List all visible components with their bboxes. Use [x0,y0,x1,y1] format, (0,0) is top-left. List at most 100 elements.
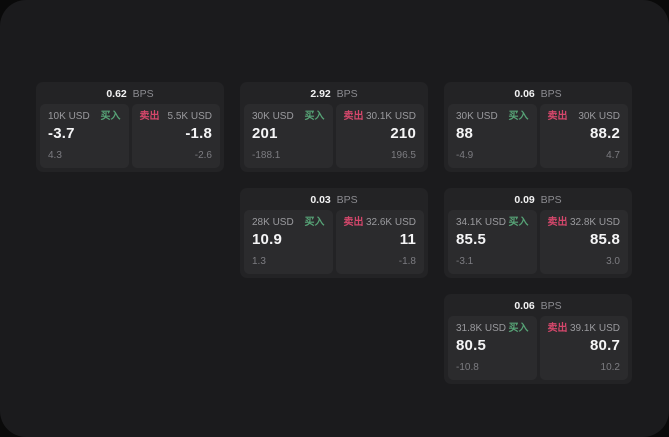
sell-sub-value: 4.7 [606,150,620,161]
sell-price: 210 [390,125,416,142]
buy-quote-panel[interactable]: 31.8K USD 买入 80.5 -10.8 [448,316,537,380]
bps-value: 0.06 [514,88,535,100]
sell-price: 11 [399,231,416,248]
sell-price: 88.2 [590,125,620,142]
buy-amount: 34.1K USD [456,217,507,228]
buy-sub-value: 4.3 [48,150,62,161]
buy-label: 买入 [508,217,529,228]
quote-card: 0.03 BPS 28K USD 买入 10.9 1.3 卖出 32.6K US… [240,188,428,278]
bps-header: 0.09 BPS [448,191,628,210]
bps-value: 0.62 [106,88,127,100]
buy-panel-header: 30K USD 买入 [456,111,529,123]
quote-panels: 10K USD 买入 -3.7 4.3 卖出 5.5K USD -1.8 -2.… [40,104,220,168]
buy-quote-panel[interactable]: 30K USD 买入 88 -4.9 [448,104,537,168]
buy-price: 80.5 [456,337,486,354]
buy-sub-value: -10.8 [456,362,479,373]
buy-panel-header: 10K USD 买入 [48,111,121,123]
quote-card-grid: 0.62 BPS 10K USD 买入 -3.7 4.3 卖出 5.5K USD… [36,82,632,384]
buy-price: 88 [456,125,474,142]
bps-unit-label: BPS [540,88,562,100]
sell-sub-value: 196.5 [390,150,416,161]
bps-unit-label: BPS [540,300,562,312]
bps-header: 0.06 BPS [448,297,628,316]
buy-label: 买入 [508,323,529,334]
bps-header: 2.92 BPS [244,85,424,104]
buy-amount: 30K USD [252,111,294,122]
quote-panels: 30K USD 买入 88 -4.9 卖出 30K USD 88.2 4.7 [448,104,628,168]
buy-amount: 31.8K USD [456,323,507,334]
quote-panels: 28K USD 买入 10.9 1.3 卖出 32.6K USD 11 -1.8 [244,210,424,274]
bps-header: 0.06 BPS [448,85,628,104]
quote-card: 0.09 BPS 34.1K USD 买入 85.5 -3.1 卖出 32.8K… [444,188,632,278]
sell-sub-value: -2.6 [194,150,212,161]
sell-amount: 32.8K USD [569,217,620,228]
buy-quote-panel[interactable]: 34.1K USD 买入 85.5 -3.1 [448,210,537,274]
sell-panel-header: 卖出 30K USD [548,111,621,123]
buy-price: -3.7 [48,125,75,142]
bps-value: 2.92 [310,88,331,100]
sell-panel-header: 卖出 5.5K USD [140,111,213,123]
buy-sub-value: 1.3 [252,256,266,267]
buy-label: 买入 [508,111,529,122]
bps-unit-label: BPS [132,88,154,100]
buy-panel-header: 28K USD 买入 [252,217,325,229]
buy-sub-value: -3.1 [456,256,474,267]
sell-price: -1.8 [185,125,212,142]
sell-quote-panel[interactable]: 卖出 39.1K USD 80.7 10.2 [539,316,628,380]
bps-unit-label: BPS [336,88,358,100]
buy-label: 买入 [100,111,121,122]
sell-quote-panel[interactable]: 卖出 32.8K USD 85.8 3.0 [539,210,628,274]
quote-panels: 30K USD 买入 201 -188.1 卖出 30.1K USD 210 1… [244,104,424,168]
buy-amount: 28K USD [252,217,294,228]
sell-panel-header: 卖出 32.8K USD [548,217,621,229]
sell-label: 卖出 [547,323,568,334]
buy-panel-header: 34.1K USD 买入 [456,217,529,229]
buy-quote-panel[interactable]: 10K USD 买入 -3.7 4.3 [40,104,129,168]
sell-panel-header: 卖出 39.1K USD [548,323,621,335]
quote-card: 2.92 BPS 30K USD 买入 201 -188.1 卖出 30.1K … [240,82,428,172]
buy-panel-header: 31.8K USD 买入 [456,323,529,335]
sell-quote-panel[interactable]: 卖出 5.5K USD -1.8 -2.6 [131,104,220,168]
sell-label: 卖出 [547,217,568,228]
bps-header: 0.62 BPS [40,85,220,104]
sell-amount: 39.1K USD [569,323,620,334]
sell-amount: 32.6K USD [365,217,416,228]
sell-amount: 30.1K USD [365,111,416,122]
sell-quote-panel[interactable]: 卖出 30K USD 88.2 4.7 [539,104,628,168]
buy-price: 201 [252,125,278,142]
bps-unit-label: BPS [540,194,562,206]
buy-label: 买入 [304,111,325,122]
buy-quote-panel[interactable]: 28K USD 买入 10.9 1.3 [244,210,333,274]
sell-quote-panel[interactable]: 卖出 32.6K USD 11 -1.8 [335,210,424,274]
sell-price: 85.8 [590,231,620,248]
sell-price: 80.7 [590,337,620,354]
bps-value: 0.03 [310,194,331,206]
quote-card: 0.62 BPS 10K USD 买入 -3.7 4.3 卖出 5.5K USD… [36,82,224,172]
bps-unit-label: BPS [336,194,358,206]
sell-quote-panel[interactable]: 卖出 30.1K USD 210 196.5 [335,104,424,168]
buy-quote-panel[interactable]: 30K USD 买入 201 -188.1 [244,104,333,168]
buy-price: 85.5 [456,231,486,248]
buy-amount: 30K USD [456,111,498,122]
buy-sub-value: -188.1 [252,150,281,161]
quote-panels: 31.8K USD 买入 80.5 -10.8 卖出 39.1K USD 80.… [448,316,628,380]
quote-card: 0.06 BPS 31.8K USD 买入 80.5 -10.8 卖出 39.1… [444,294,632,384]
sell-panel-header: 卖出 30.1K USD [344,111,417,123]
sell-label: 卖出 [139,111,160,122]
buy-sub-value: -4.9 [456,150,474,161]
buy-label: 买入 [304,217,325,228]
bps-value: 0.09 [514,194,535,206]
sell-amount: 30K USD [578,111,620,122]
bps-header: 0.03 BPS [244,191,424,210]
sell-label: 卖出 [343,217,364,228]
bps-value: 0.06 [514,300,535,312]
sell-sub-value: 10.2 [600,362,620,373]
buy-amount: 10K USD [48,111,90,122]
sell-label: 卖出 [343,111,364,122]
sell-sub-value: -1.8 [398,256,416,267]
sell-label: 卖出 [547,111,568,122]
sell-panel-header: 卖出 32.6K USD [344,217,417,229]
quote-card: 0.06 BPS 30K USD 买入 88 -4.9 卖出 30K USD 8… [444,82,632,172]
